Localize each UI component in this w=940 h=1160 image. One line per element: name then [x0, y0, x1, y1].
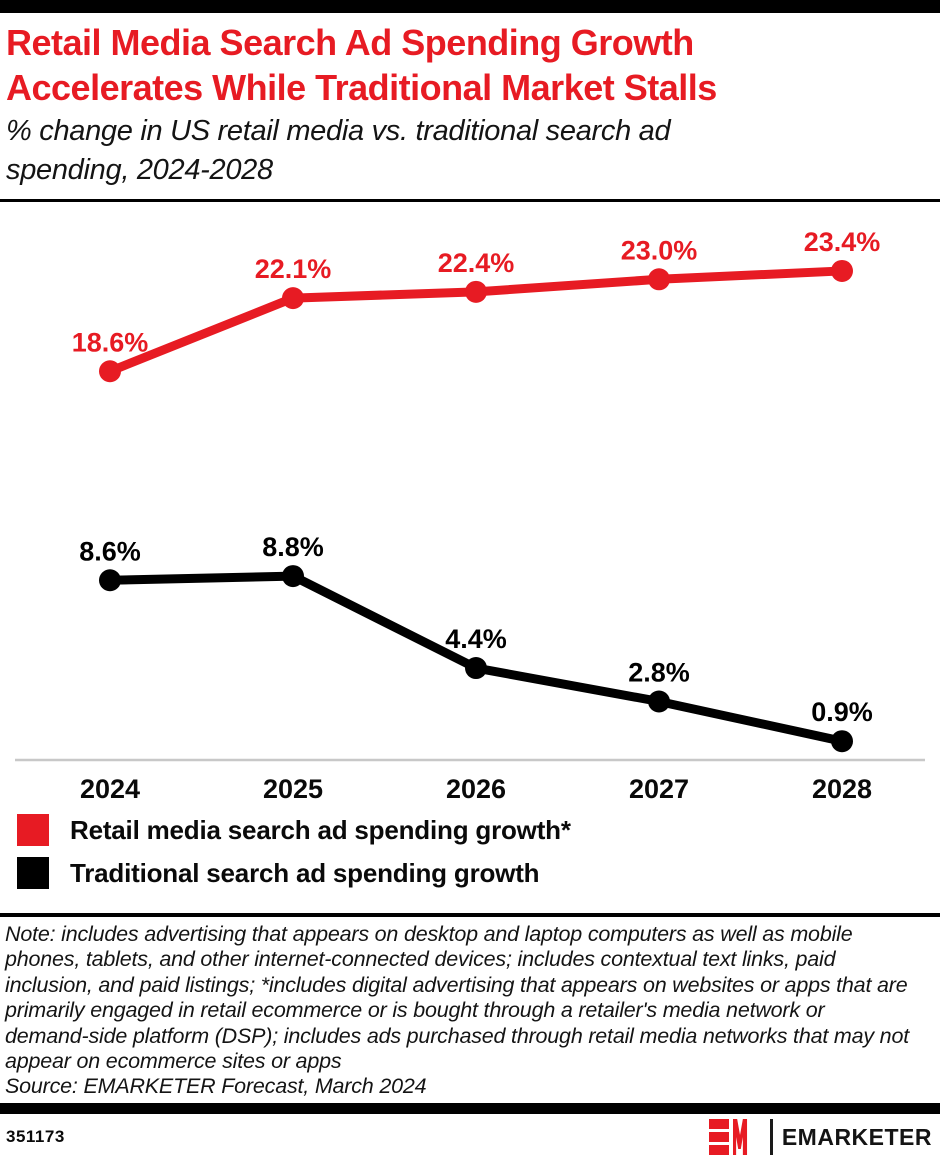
data-label: 23.4% [804, 227, 881, 257]
emarketer-monogram-icon [708, 1119, 747, 1155]
data-point [282, 287, 304, 310]
data-label: 2.8% [628, 657, 690, 687]
data-point [648, 268, 670, 291]
footer-separator-bar [0, 1103, 940, 1114]
data-label: 18.6% [72, 327, 149, 357]
title-line-1: Retail Media Search Ad Spending Growth [6, 22, 694, 63]
chart-area: 2024 2025 2026 2027 2028 18.6% 22.1% 22.4% 23.0%… [0, 202, 940, 804]
data-label: 4.4% [445, 624, 507, 654]
data-point [99, 569, 121, 592]
data-point [282, 565, 304, 588]
data-label: 8.8% [262, 532, 324, 562]
data-point [648, 690, 670, 713]
page-subtitle: % change in US retail media vs. traditio… [6, 115, 671, 186]
data-label: 0.9% [811, 697, 873, 727]
chart-legend: Retail media search ad spending growth* … [17, 814, 571, 889]
legend-label-traditional: Traditional search ad spending growth [70, 857, 540, 888]
brand-lockup: EMARKETER [707, 1117, 932, 1157]
data-label: 23.0% [621, 235, 698, 265]
data-label: 22.4% [438, 248, 515, 278]
title-line-2: Accelerates While Traditional Market Sta… [6, 67, 717, 108]
chart-id: 351173 [6, 1127, 65, 1146]
data-point [465, 280, 487, 303]
footer: 351173 EMARKETER [0, 1114, 940, 1160]
brand-divider [769, 1119, 773, 1155]
data-label: 22.1% [255, 254, 332, 284]
source-text: Source: EMARKETER Forecast, March 2024 [5, 1074, 427, 1099]
top-black-bar [0, 0, 940, 13]
x-axis-tick-label: 2025 [263, 774, 323, 802]
x-axis-tick-label: 2024 [80, 774, 140, 802]
brand-wordmark: EMARKETER [781, 1123, 932, 1150]
data-point [465, 657, 487, 680]
x-axis-tick-label: 2027 [629, 774, 689, 802]
legend-label-retail-media: Retail media search ad spending growth* [70, 814, 571, 845]
legend-item-retail-media: Retail media search ad spending growth* [17, 814, 571, 846]
legend-item-traditional: Traditional search ad spending growth [17, 857, 571, 889]
data-point [831, 730, 853, 753]
data-point [831, 259, 853, 282]
header-separator [0, 199, 940, 202]
page-title: Retail Media Search Ad Spending Growth A… [6, 20, 926, 110]
x-axis-tick-label: 2028 [812, 774, 872, 802]
footnote-block: Note: includes advertising that appears … [0, 913, 940, 1100]
data-point [99, 360, 121, 383]
footnote-text: Note: includes advertising that appears … [5, 922, 909, 1074]
data-label: 8.6% [79, 536, 141, 566]
line-chart-svg: 2024 2025 2026 2027 2028 18.6% 22.1% 22.4% 23.0%… [15, 227, 925, 804]
x-axis-tick-label: 2026 [446, 774, 506, 802]
legend-swatch-black [17, 857, 49, 889]
legend-swatch-red [17, 814, 49, 846]
